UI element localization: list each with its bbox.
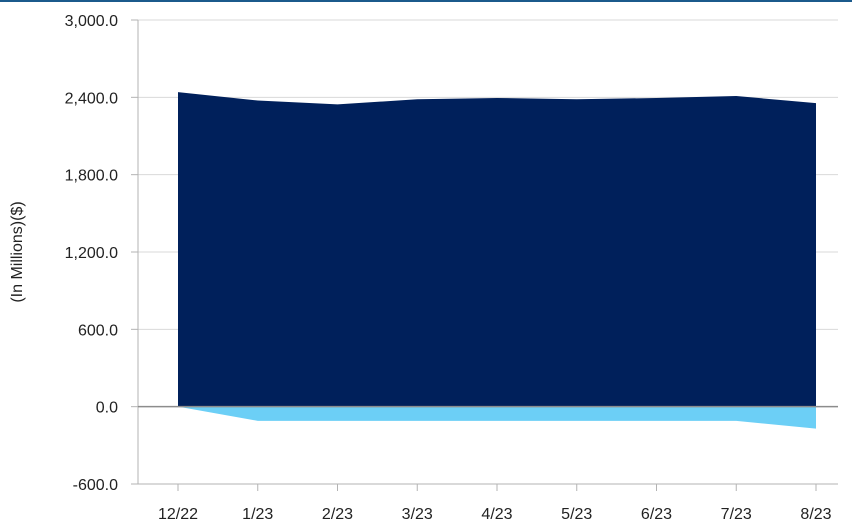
area-series-1: [178, 92, 816, 407]
x-tick-label-4: 4/23: [481, 506, 512, 523]
area-series-2: [178, 406, 816, 429]
y-axis-label: (In Millions)($): [9, 201, 26, 302]
x-tick-label-1: 1/23: [242, 506, 273, 523]
y-tick-label-3: 1,200.0: [65, 245, 118, 262]
y-tick-label-6: 3,000.0: [65, 13, 118, 30]
x-tick-label-7: 7/23: [721, 506, 752, 523]
y-tick-label-5: 2,400.0: [65, 90, 118, 107]
y-tick-labels: -600.0 0.0 600.0 1,200.0 1,800.0 2,400.0 3,000…: [65, 13, 118, 494]
y-tick-label-2: 600.0: [78, 322, 118, 339]
area-series-group: [178, 92, 816, 429]
x-tick-label-3: 3/23: [402, 506, 433, 523]
y-tick-label-4: 1,800.0: [65, 168, 118, 185]
x-tick-labels: 12/22 1/23 2/23 3/23 4/23 5/23 6/23 7/23 8/23: [158, 506, 832, 523]
x-tick-label-8: 8/23: [800, 506, 831, 523]
x-tick-label-5: 5/23: [561, 506, 592, 523]
top-rule: [0, 0, 852, 2]
axes: [131, 19, 838, 491]
x-tick-label-0: 12/22: [158, 506, 198, 523]
x-tick-label-6: 6/23: [641, 506, 672, 523]
y-tick-label-1: 0.0: [96, 400, 118, 417]
x-tick-label-2: 2/23: [322, 506, 353, 523]
y-tick-label-0: -600.0: [73, 477, 118, 494]
